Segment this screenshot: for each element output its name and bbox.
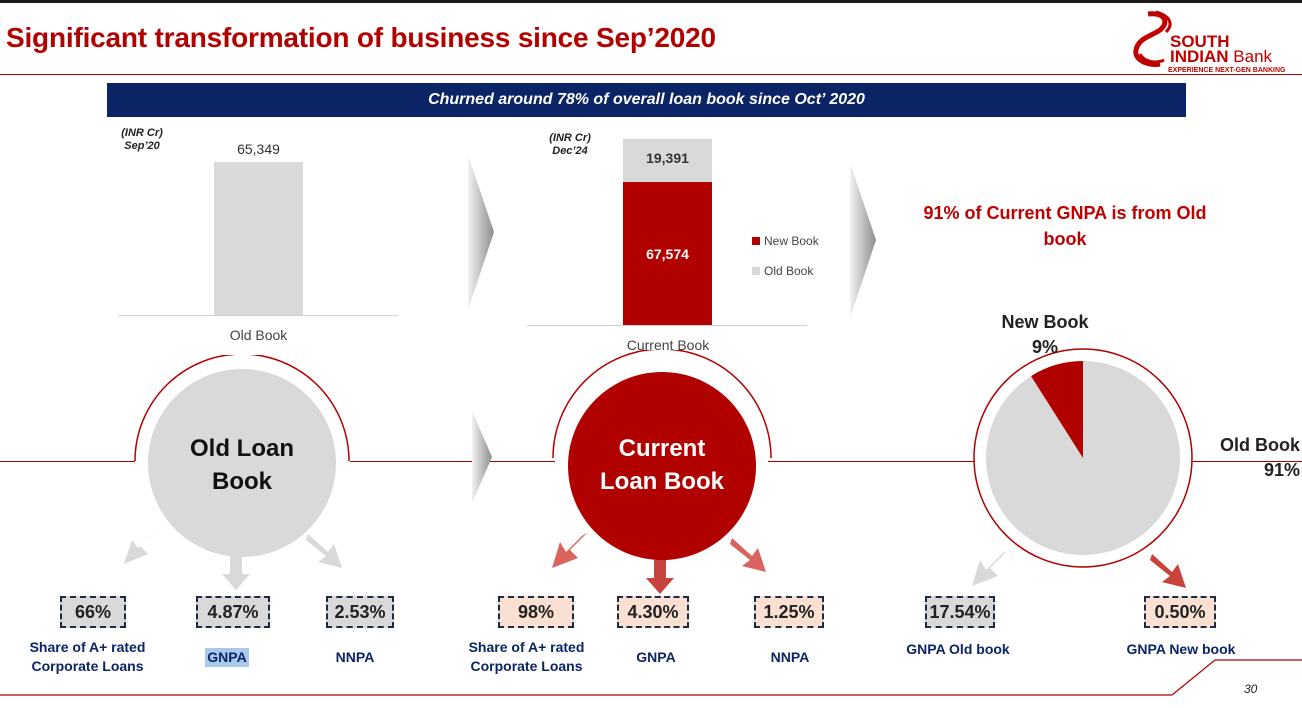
chart2-new-value: 67,574 <box>646 246 689 262</box>
old-metric-label-line1: Share of A+ rated <box>29 639 146 655</box>
current-metric-box-gnpa: 4.30% <box>617 596 689 628</box>
connector-line <box>768 461 975 462</box>
legend-old-label: Old Book <box>764 264 814 278</box>
old-loan-book-ring <box>134 355 350 557</box>
bank-logo: SOUTH INDIAN Bank EXPERIENCE NEXT-GEN BA… <box>1130 8 1300 76</box>
gnpa-pie-chart <box>973 348 1193 568</box>
chart1-category: Old Book <box>229 327 288 343</box>
headline-banner: Churned around 78% of overall loan book … <box>107 83 1186 117</box>
old-loan-book-title: Old Loan Book <box>152 432 332 498</box>
pie-new-pct: 9% <box>1031 337 1058 357</box>
logo-tagline: EXPERIENCE NEXT-GEN BANKING <box>1168 67 1286 74</box>
pie-old-name: Old Book <box>1220 435 1300 455</box>
chart2-unit-period: (INR Cr) Dec’24 <box>540 132 600 158</box>
old-metric-box-gnpa: 4.87% <box>196 596 270 628</box>
current-metric-box-nnpa: 1.25% <box>754 596 824 628</box>
page-number: 30 <box>1244 682 1258 696</box>
arrow-down-icon <box>646 560 674 594</box>
old-metric-label-a-rated: Share of A+ rated Corporate Loans <box>10 638 165 676</box>
pie-old-pct: 91% <box>1263 460 1300 480</box>
gnpa-new-book-box: 0.50% <box>1144 596 1216 628</box>
current-loan-book-ring <box>552 350 772 560</box>
arrow-down-icon <box>222 556 250 590</box>
chart1-period: Sep’20 <box>124 140 160 152</box>
current-metric-label-gnpa: GNPA <box>636 649 676 665</box>
connector-line <box>0 461 135 462</box>
chart1-axis <box>118 315 398 316</box>
arrow-down-right-icon <box>306 534 342 568</box>
old-metric-label-nnpa: NNPA <box>335 649 375 665</box>
chart2-category: Current Book <box>626 337 710 353</box>
chart1-bar-value: 65,349 <box>237 141 280 157</box>
logo-text-south: SOUTH <box>1170 32 1230 51</box>
legend-old-book: Old Book <box>752 264 813 278</box>
title-rule <box>0 74 1302 75</box>
chart2-bar-old-segment <box>623 139 712 182</box>
pie-label-new: New Book 9% <box>985 310 1105 360</box>
chart1-unit-period: (INR Cr) Sep’20 <box>112 127 172 153</box>
arrow-down-right-icon <box>730 538 766 572</box>
chart2-old-value: 19,391 <box>646 150 689 166</box>
logo-text-bank: Bank <box>1228 47 1273 66</box>
current-loan-book-line1: Current <box>618 435 706 462</box>
logo-text-indian-bank: INDIAN Bank <box>1170 47 1273 66</box>
pie-label-old: Old Book 91% <box>1214 433 1300 483</box>
page-title: Significant transformation of business s… <box>6 22 716 53</box>
chevron-right-icon <box>468 155 494 310</box>
logo-swirl-icon <box>1133 10 1172 67</box>
connector-line <box>350 461 555 462</box>
chart2-bar-new-segment <box>623 182 712 325</box>
connector-line <box>1192 461 1302 462</box>
old-metric-box-a-rated: 66% <box>60 596 126 628</box>
current-metric-label-line2: Corporate Loans <box>470 658 583 674</box>
old-metric-label-gnpa: GNPA <box>205 648 249 667</box>
legend-new-label: New Book <box>764 234 819 248</box>
chart1-unit: (INR Cr) <box>121 127 163 139</box>
current-metric-label-a-rated: Share of A+ rated Corporate Loans <box>449 638 604 676</box>
pie-new-name: New Book <box>1001 312 1089 332</box>
current-metric-box-a-rated: 98% <box>498 596 574 628</box>
legend-swatch-new <box>752 237 760 245</box>
arrow-down-left-icon <box>972 550 1008 586</box>
logo-text-indian: INDIAN <box>1170 47 1229 66</box>
old-loan-book-line2: Book <box>212 468 272 495</box>
current-metric-label-line1: Share of A+ rated <box>468 639 585 655</box>
chart2-period: Dec’24 <box>552 145 588 157</box>
chevron-right-icon <box>850 163 876 318</box>
footer-rule <box>0 659 1302 696</box>
arrow-down-left-icon <box>552 532 588 568</box>
arrow-down-left-icon <box>124 528 160 564</box>
old-metric-box-nnpa: 2.53% <box>326 596 394 628</box>
legend-swatch-old <box>752 267 760 275</box>
chevron-right-icon <box>472 411 492 503</box>
current-loan-book-line2: Loan Book <box>600 468 724 495</box>
pie-slice-new-book <box>1031 361 1083 458</box>
chart1-bar-old-book <box>214 162 303 315</box>
gnpa-old-book-box: 17.54% <box>925 596 995 628</box>
gnpa-new-book-label: GNPA New book <box>1126 641 1236 657</box>
gnpa-old-book-label: GNPA Old book <box>906 641 1010 657</box>
legend-new-book: New Book <box>752 234 819 248</box>
current-metric-label-nnpa: NNPA <box>770 649 810 665</box>
old-metric-label-line2: Corporate Loans <box>31 658 144 674</box>
gnpa-headline: 91% of Current GNPA is from Old book <box>923 203 1207 249</box>
top-border <box>0 0 1302 3</box>
chart2-unit: (INR Cr) <box>549 132 591 144</box>
chart2-axis <box>527 325 807 326</box>
current-loan-book-title: Current Loan Book <box>572 432 752 498</box>
arrow-down-right-icon <box>1150 554 1186 588</box>
old-loan-book-line1: Old Loan <box>190 435 294 462</box>
